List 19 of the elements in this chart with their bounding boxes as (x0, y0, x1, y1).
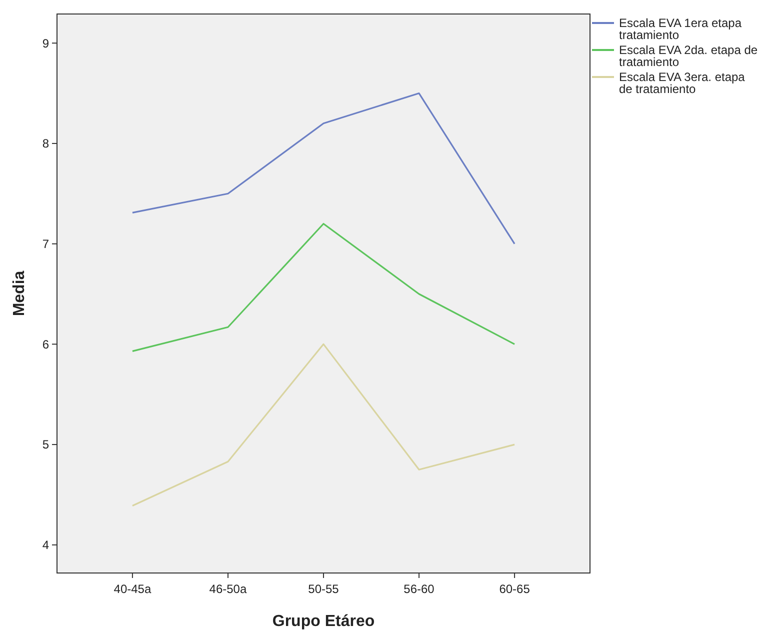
y-tick-label: 8 (42, 136, 50, 151)
line-series (132, 343, 516, 507)
y-tick-label: 4 (42, 538, 50, 552)
y-axis-title: Media (11, 270, 28, 316)
y-tick-label: 7 (42, 237, 50, 252)
x-axis-title: Grupo Etáreo (272, 613, 375, 630)
x-tick-label: 56-60 (404, 582, 435, 596)
legend-label: Escala EVA 1era etapa tratamiento (619, 16, 742, 42)
x-tick-label: 50-55 (308, 582, 340, 596)
y-tick-label: 6 (42, 337, 50, 352)
y-tick-label: 9 (42, 36, 50, 50)
legend-label: Escala EVA 2da. etapa de tratamiento (619, 43, 758, 69)
x-tick-label: 40-45a (114, 582, 152, 596)
line-series (132, 222, 516, 352)
x-tick-label: 60-65 (499, 582, 530, 596)
legend-label: Escala EVA 3era. etapa de tratamiento (619, 70, 746, 96)
line-series (132, 92, 516, 245)
x-tick-label: 46-50a (209, 582, 247, 596)
y-tick-label: 5 (42, 438, 50, 452)
